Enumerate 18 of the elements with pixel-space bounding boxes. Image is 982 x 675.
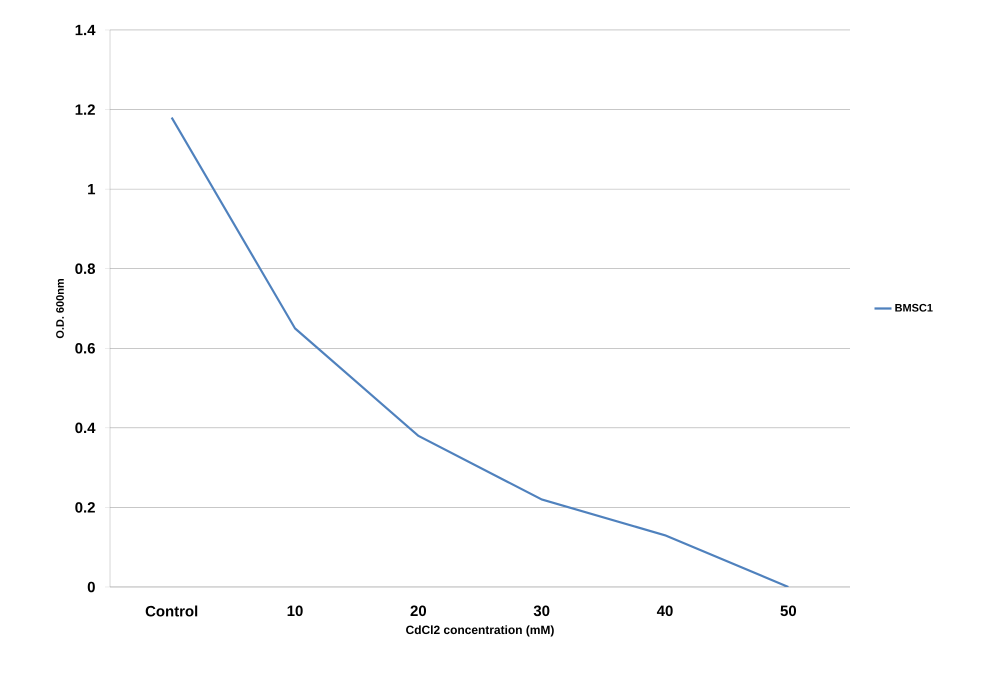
x-tick-label: 50 xyxy=(780,606,796,616)
y-tick-label: 0.8 xyxy=(75,263,96,274)
y-tick-label: 1 xyxy=(88,184,96,194)
y-tick-label: 1.2 xyxy=(76,104,95,115)
y-tick-label: 0 xyxy=(88,582,95,592)
line-series xyxy=(170,116,790,587)
y-tick-label: 0.4 xyxy=(75,422,96,434)
y-axis-title: O.D. 600nm xyxy=(56,279,64,338)
x-tick-label: 30 xyxy=(534,606,550,616)
x-tick-label: 40 xyxy=(656,606,673,616)
x-tick-label: 20 xyxy=(410,606,426,616)
y-tick-label: 1.4 xyxy=(76,24,96,36)
x-tick-label: 10 xyxy=(288,606,303,616)
legend-label: BMSC1 xyxy=(895,304,933,312)
y-tick-label: 0.2 xyxy=(75,502,95,513)
x-tick-label: Control xyxy=(146,606,198,616)
y-tick-label: 0.6 xyxy=(75,342,95,354)
x-axis-title: CdCl2 concentration (mM) xyxy=(406,625,554,636)
